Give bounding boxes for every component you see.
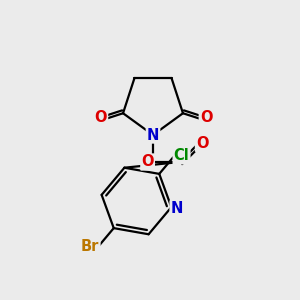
Text: O: O xyxy=(200,110,212,125)
Text: O: O xyxy=(141,154,154,169)
Text: O: O xyxy=(94,110,107,125)
Text: N: N xyxy=(171,201,183,216)
Text: O: O xyxy=(196,136,208,151)
Text: Cl: Cl xyxy=(174,148,189,163)
Text: Br: Br xyxy=(81,239,100,254)
Text: N: N xyxy=(147,128,159,142)
